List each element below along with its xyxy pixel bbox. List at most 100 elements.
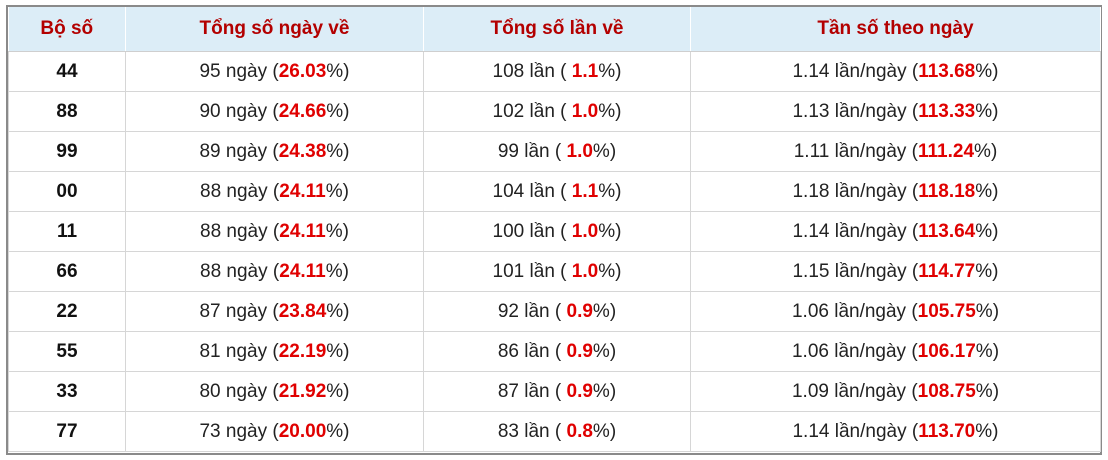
cell-text: 87 ngày ( <box>199 300 279 322</box>
percent-value: 1.0 <box>571 100 599 122</box>
percent-value: 0.9 <box>566 380 593 402</box>
stat-cell: 88 ngày (24.11%) <box>125 251 424 292</box>
cell-text: 99 lần ( <box>497 140 567 162</box>
stat-cell: 101 lần ( 1.0%) <box>423 251 691 292</box>
cell-text: 1.13 lần/ngày ( <box>792 100 919 122</box>
cell-text: 1.15 lần/ngày ( <box>792 260 919 282</box>
stat-cell: 88 ngày (24.11%) <box>125 211 424 252</box>
header-cell: Tổng số lần về <box>423 7 691 52</box>
cell-text: %) <box>326 140 350 162</box>
key-cell: 22 <box>8 291 126 332</box>
cell-text: 108 lần ( <box>492 60 572 82</box>
cell-text: 88 ngày ( <box>200 180 280 202</box>
table-row: 99 89 ngày (24.38%) 99 lần ( 1.0%) 1.11 lần… <box>8 131 1101 172</box>
key-cell: 55 <box>8 331 126 372</box>
percent-value: 0.9 <box>566 300 593 322</box>
cell-text: %) <box>975 380 1000 402</box>
key-cell: 99 <box>8 131 126 172</box>
key-cell: 44 <box>8 51 126 92</box>
percent-value: 111.24 <box>918 140 975 162</box>
cell-text: %) <box>326 100 350 122</box>
key-cell: 66 <box>8 251 126 292</box>
percent-value: 114.77 <box>918 260 976 282</box>
percent-value: 0.8 <box>566 420 593 442</box>
cell-text: %) <box>325 220 349 242</box>
percent-value: 24.11 <box>279 180 326 202</box>
cell-text: 95 ngày ( <box>199 60 279 82</box>
percent-value: 23.84 <box>278 300 327 322</box>
cell-text: 88 ngày ( <box>200 260 280 282</box>
cell-text: 1.11 lần/ngày ( <box>793 140 919 162</box>
table-row: 22 87 ngày (23.84%) 92 lần ( 0.9%) 1.06 lần… <box>8 291 1101 332</box>
cell-text: %) <box>592 420 617 442</box>
cell-text: %) <box>975 60 999 82</box>
percent-value: 1.0 <box>571 260 599 282</box>
stat-cell: 89 ngày (24.38%) <box>125 131 424 172</box>
stat-cell: 1.06 lần/ngày (105.75%) <box>690 291 1101 332</box>
header-cell: Tổng số ngày về <box>125 7 424 52</box>
cell-text: 1.14 lần/ngày ( <box>792 60 919 82</box>
stat-cell: 1.14 lần/ngày (113.68%) <box>690 51 1101 92</box>
percent-value: 24.11 <box>279 220 326 242</box>
header-cell: Bộ số <box>8 7 126 52</box>
stat-cell: 80 ngày (21.92%) <box>125 371 424 412</box>
cell-text: 88 ngày ( <box>200 220 280 242</box>
cell-text: %) <box>326 340 350 362</box>
cell-text: %) <box>975 260 999 282</box>
percent-value: 113.70 <box>918 420 976 442</box>
cell-text: 83 lần ( <box>497 420 567 442</box>
stat-cell: 1.18 lần/ngày (118.18%) <box>690 171 1101 212</box>
percent-value: 22.19 <box>278 340 327 362</box>
percent-value: 1.0 <box>566 140 593 162</box>
percent-value: 1.1 <box>571 180 599 202</box>
table-row: 33 80 ngày (21.92%) 87 lần ( 0.9%) 1.09 lần… <box>8 371 1101 412</box>
stat-cell: 1.06 lần/ngày (106.17%) <box>690 331 1101 372</box>
cell-text: 92 lần ( <box>497 300 567 322</box>
cell-text: 86 lần ( <box>497 340 567 362</box>
cell-text: 102 lần ( <box>492 100 572 122</box>
cell-text: %) <box>592 340 617 362</box>
stat-cell: 87 lần ( 0.9%) <box>423 371 691 412</box>
cell-text: 1.14 lần/ngày ( <box>792 220 919 242</box>
cell-text: %) <box>975 340 1000 362</box>
cell-text: %) <box>592 300 617 322</box>
percent-value: 24.66 <box>278 100 327 122</box>
stat-cell: 1.14 lần/ngày (113.70%) <box>690 411 1101 452</box>
table-body: 44 95 ngày (26.03%) 108 lần ( 1.1%) 1.14 lầ… <box>8 51 1101 452</box>
stat-cell: 102 lần ( 1.0%) <box>423 91 691 132</box>
cell-text: %) <box>975 300 1000 322</box>
cell-text: 89 ngày ( <box>199 140 279 162</box>
cell-text: %) <box>598 260 622 282</box>
stat-cell: 92 lần ( 0.9%) <box>423 291 691 332</box>
cell-text: %) <box>598 180 622 202</box>
percent-value: 24.38 <box>278 140 327 162</box>
cell-text: %) <box>598 100 622 122</box>
cell-text: %) <box>598 220 622 242</box>
stat-cell: 1.11 lần/ngày (111.24%) <box>690 131 1101 172</box>
percent-value: 118.18 <box>918 180 976 202</box>
stat-cell: 108 lần ( 1.1%) <box>423 51 691 92</box>
cell-text: 1.06 lần/ngày ( <box>791 340 918 362</box>
stat-cell: 90 ngày (24.66%) <box>125 91 424 132</box>
table-row: 77 73 ngày (20.00%) 83 lần ( 0.8%) 1.14 lần… <box>8 411 1101 452</box>
stat-cell: 81 ngày (22.19%) <box>125 331 424 372</box>
stat-cell: 100 lần ( 1.0%) <box>423 211 691 252</box>
cell-text: 87 lần ( <box>497 380 567 402</box>
header-cell: Tần số theo ngày <box>690 7 1101 52</box>
stat-cell: 1.13 lần/ngày (113.33%) <box>690 91 1101 132</box>
cell-text: %) <box>592 140 617 162</box>
table-row: 66 88 ngày (24.11%) 101 lần ( 1.0%) 1.15 lầ… <box>8 251 1101 292</box>
stat-cell: 88 ngày (24.11%) <box>125 171 424 212</box>
percent-value: 26.03 <box>278 60 327 82</box>
percent-value: 113.68 <box>918 60 976 82</box>
table-row: 00 88 ngày (24.11%) 104 lần ( 1.1%) 1.18 lầ… <box>8 171 1101 212</box>
cell-text: %) <box>325 260 349 282</box>
cell-text: 1.18 lần/ngày ( <box>792 180 919 202</box>
percent-value: 113.33 <box>918 100 976 122</box>
cell-text: %) <box>975 100 999 122</box>
stat-cell: 1.15 lần/ngày (114.77%) <box>690 251 1101 292</box>
percent-value: 1.0 <box>571 220 599 242</box>
cell-text: %) <box>592 380 617 402</box>
cell-text: 1.14 lần/ngày ( <box>792 420 919 442</box>
